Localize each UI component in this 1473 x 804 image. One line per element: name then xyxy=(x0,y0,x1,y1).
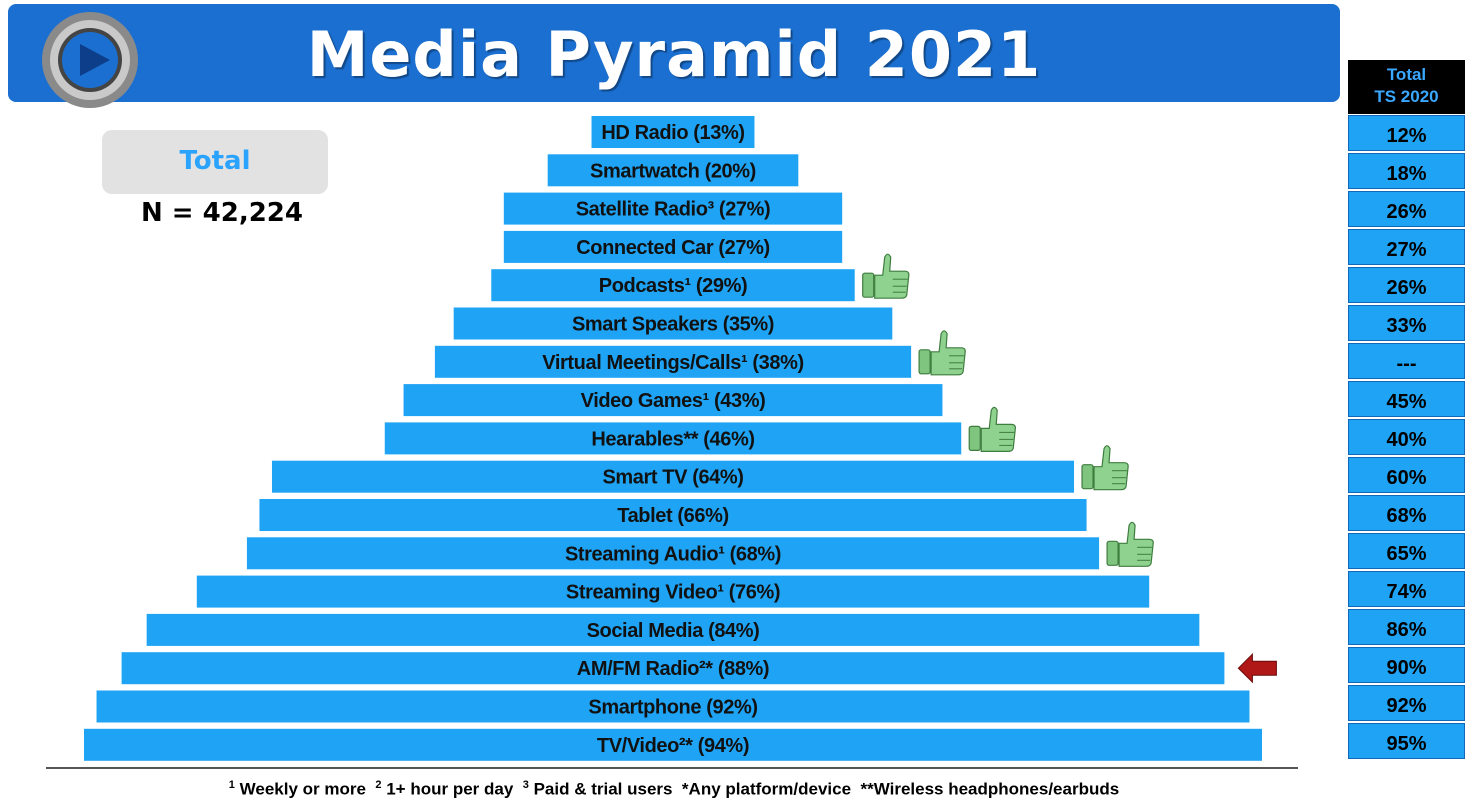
bar-label: HD Radio (13%) xyxy=(601,122,744,144)
ts-header-line1: Total xyxy=(1386,65,1427,84)
ts-2020-cell: 18% xyxy=(1348,153,1465,189)
ts-2020-cell: 86% xyxy=(1348,609,1465,645)
bar xyxy=(503,192,843,225)
ts-2020-header: Total TS 2020 xyxy=(1348,60,1465,114)
arrow-left-icon xyxy=(1237,652,1277,684)
bar-label: Tablet (66%) xyxy=(617,505,729,527)
ts-2020-cell: 74% xyxy=(1348,571,1465,607)
play-button-logo xyxy=(42,12,138,108)
bar-label: Streaming Video¹ (76%) xyxy=(566,582,780,604)
bar xyxy=(121,652,1225,685)
bar xyxy=(96,690,1250,723)
bar-label: Smart Speakers (35%) xyxy=(572,314,774,336)
footnote-marker: 1 xyxy=(228,779,235,791)
bar-label: AM/FM Radio²* (88%) xyxy=(577,658,769,680)
bar xyxy=(491,269,855,302)
bar-label: Smartwatch (20%) xyxy=(590,160,756,182)
bar-label: Smart TV (64%) xyxy=(602,467,743,489)
thumbs-up-icon xyxy=(918,330,966,376)
bar xyxy=(84,728,1262,761)
title-banner: Media Pyramid 2021 xyxy=(8,4,1340,108)
bar xyxy=(591,116,755,148)
ts-2020-cell: 12% xyxy=(1348,115,1465,151)
bar xyxy=(503,230,843,263)
bar xyxy=(259,499,1087,531)
ts-2020-cell: 45% xyxy=(1348,381,1465,417)
total-label-box: Total xyxy=(102,130,328,194)
axis-line xyxy=(46,767,1298,769)
bar xyxy=(547,154,799,187)
thumbs-up-icon xyxy=(1081,445,1129,491)
ts-2020-cell: 90% xyxy=(1348,647,1465,683)
bar xyxy=(403,384,943,417)
footnote-text: Paid & trial users *Any platform/device … xyxy=(528,779,1120,799)
ts-2020-cell: 40% xyxy=(1348,419,1465,455)
ts-2020-cell: --- xyxy=(1348,343,1465,379)
bar-label: Streaming Audio¹ (68%) xyxy=(565,543,781,565)
bar xyxy=(434,345,912,378)
bar-label: Podcasts¹ (29%) xyxy=(599,275,748,297)
bar xyxy=(453,307,893,340)
bar xyxy=(146,613,1200,646)
ts-2020-cell: 65% xyxy=(1348,533,1465,569)
footnote-text: 1+ hour per day xyxy=(381,779,523,799)
footnote-marker: 3 xyxy=(522,779,529,791)
bar xyxy=(196,575,1150,608)
bar xyxy=(271,460,1075,493)
bar-label: Virtual Meetings/Calls¹ (38%) xyxy=(542,352,803,374)
bar-label: Video Games¹ (43%) xyxy=(581,390,766,412)
bar-label: TV/Video²* (94%) xyxy=(597,735,749,757)
page-title: Media Pyramid 2021 xyxy=(306,18,1042,91)
ts-2020-cell: 95% xyxy=(1348,723,1465,759)
ts-2020-cell: 92% xyxy=(1348,685,1465,721)
thumbs-up-icon xyxy=(968,406,1016,452)
thumbs-up-icon xyxy=(862,253,910,299)
thumbs-up-icon xyxy=(1106,521,1154,567)
bar-label: Hearables** (46%) xyxy=(591,428,754,450)
bar-label: Connected Car (27%) xyxy=(576,237,770,259)
footnote-marker: 2 xyxy=(375,779,382,791)
ts-2020-cell: 68% xyxy=(1348,495,1465,531)
ts-2020-cell: 33% xyxy=(1348,305,1465,341)
sample-size: N = 42,224 xyxy=(141,198,303,228)
bar-label: Social Media (84%) xyxy=(587,620,760,642)
ts-2020-cell: 27% xyxy=(1348,229,1465,265)
footnote-text: Weekly or more xyxy=(234,779,376,799)
ts-2020-column: 12% 18% 26% 27% 26% 33% --- 45% 40% 60% 68% 65% 74% 8… xyxy=(1348,115,1465,761)
bar xyxy=(246,537,1100,570)
bar-label: Smartphone (92%) xyxy=(588,697,757,719)
ts-2020-cell: 26% xyxy=(1348,267,1465,303)
bar-label: Satellite Radio³ (27%) xyxy=(576,199,771,221)
ts-header-line2: TS 2020 xyxy=(1374,87,1439,106)
bar xyxy=(384,422,962,455)
total-label: Total xyxy=(179,146,251,176)
pyramid-chart: HD Radio (13%) Smartwatch (20%) Satellite … xyxy=(84,116,1277,761)
ts-2020-cell: 60% xyxy=(1348,457,1465,493)
ts-2020-cell: 26% xyxy=(1348,191,1465,227)
footnote: 1 Weekly or more 2 1+ hour per day 3 Pai… xyxy=(0,779,1348,800)
